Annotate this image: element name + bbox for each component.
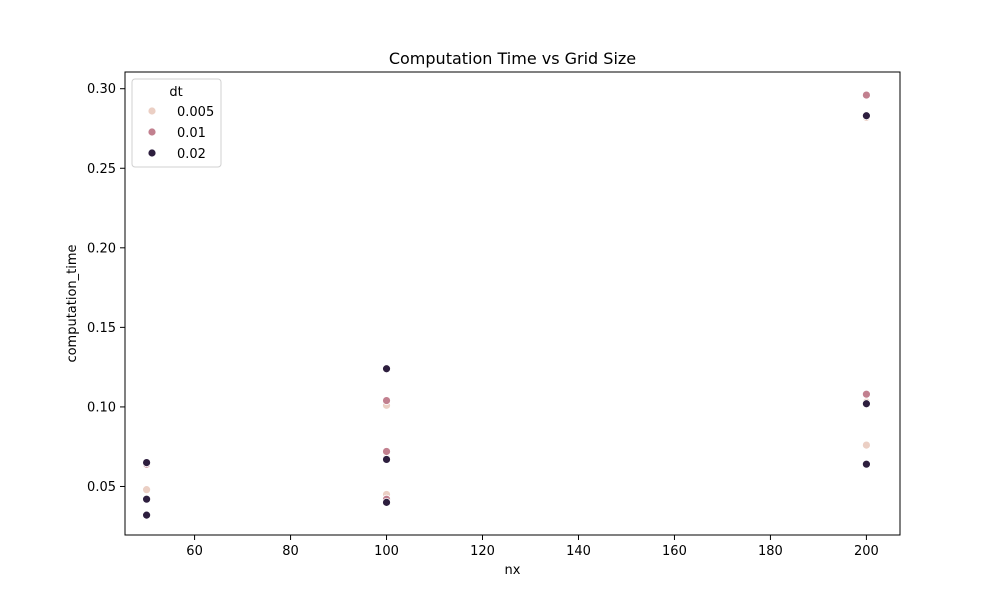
- chart-title: Computation Time vs Grid Size: [389, 49, 636, 68]
- y-tick-label: 0.05: [87, 480, 116, 495]
- legend-marker: [147, 106, 157, 116]
- legend-marker: [147, 127, 157, 137]
- data-point-dt-0.02: [862, 459, 871, 469]
- legend: dt 0.005 0.01 0.02: [131, 78, 222, 168]
- x-axis-label: nx: [505, 563, 521, 578]
- data-point-dt-0.01: [382, 396, 391, 405]
- x-tick-label: 180: [758, 544, 783, 559]
- data-point-dt-0.01: [382, 447, 391, 456]
- data-point-dt-0.01: [862, 90, 871, 100]
- data-point-dt-0.02: [862, 111, 871, 121]
- x-tick-label: 120: [470, 544, 495, 559]
- legend-items: 0.005 0.01 0.02: [147, 105, 214, 162]
- data-points: [142, 90, 871, 520]
- data-point-dt-0.02: [142, 458, 151, 468]
- legend-label: 0.02: [177, 147, 206, 162]
- legend-title: dt: [169, 85, 182, 100]
- y-tick-label: 0.20: [87, 241, 116, 256]
- plot-area-frame: [124, 71, 901, 536]
- x-tick-label: 100: [374, 544, 399, 559]
- x-tick-label: 80: [282, 544, 299, 559]
- data-point-dt-0.005: [142, 485, 151, 495]
- y-tick-label: 0.15: [87, 321, 116, 336]
- legend-label: 0.01: [177, 126, 206, 141]
- data-point-dt-0.02: [142, 510, 151, 520]
- data-point-dt-0.005: [862, 440, 871, 450]
- y-tick-label: 0.25: [87, 162, 116, 177]
- x-tick-label: 140: [566, 544, 591, 559]
- x-tick-label: 60: [186, 544, 203, 559]
- y-tick-label: 0.10: [87, 400, 116, 415]
- legend-frame: [131, 78, 222, 168]
- x-tick-label: 200: [854, 544, 879, 559]
- y-tick-label: 0.30: [87, 82, 116, 97]
- x-axis-ticks: 60 80 100 120 140 160 180 200: [186, 535, 879, 559]
- data-point-dt-0.02: [382, 364, 391, 374]
- data-point-dt-0.02: [382, 497, 391, 507]
- data-point-dt-0.02: [142, 494, 151, 504]
- x-tick-label: 160: [662, 544, 687, 559]
- y-axis-label: computation_time: [65, 244, 80, 362]
- y-axis-ticks: 0.05 0.10 0.15 0.20 0.25 0.30: [87, 82, 125, 495]
- data-point-dt-0.02: [382, 455, 391, 464]
- legend-marker: [147, 148, 157, 158]
- data-point-dt-0.02: [862, 399, 871, 409]
- legend-label: 0.005: [177, 105, 214, 120]
- data-point-dt-0.01: [862, 389, 871, 399]
